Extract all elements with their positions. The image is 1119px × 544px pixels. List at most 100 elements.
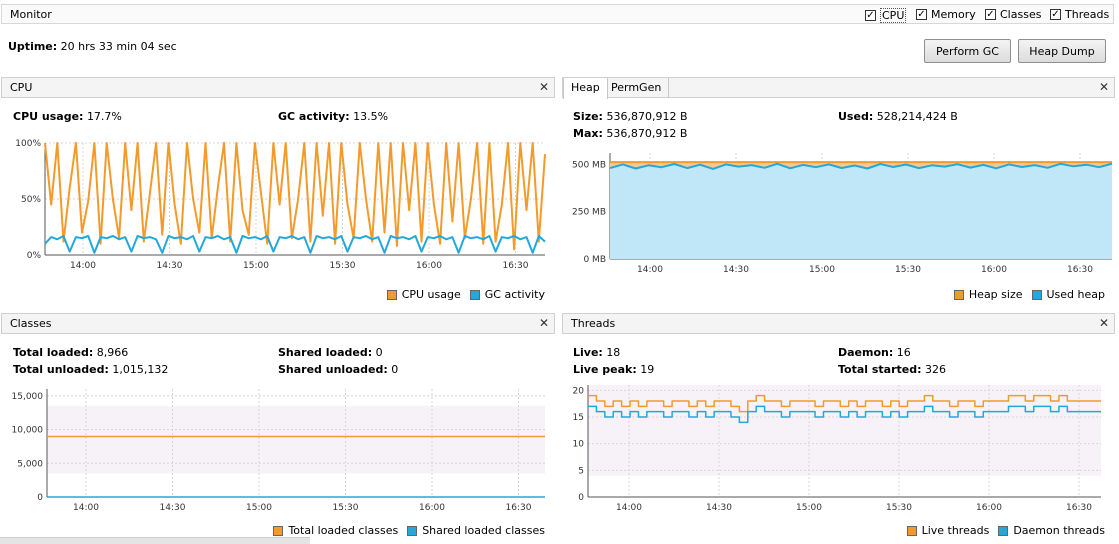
series-line-primary <box>588 394 1101 413</box>
x-tick-label: 15:30 <box>886 503 912 513</box>
total-unloaded-value: 1,015,132 <box>112 363 169 376</box>
cpu-usage-legend-label: CPU usage <box>401 288 461 301</box>
x-tick-label: 15:00 <box>809 265 835 275</box>
gc-activity-value: 13.5% <box>353 110 389 123</box>
classes-panel-title: Classes <box>10 317 52 330</box>
heap-size-stat: Size: 536,870,912 B <box>573 110 688 123</box>
heap-size-legend-label: Heap size <box>968 288 1023 301</box>
x-tick-label: 14:30 <box>160 503 186 513</box>
heap-used-stat: Used: 528,214,424 B <box>838 110 958 123</box>
close-icon[interactable]: ✕ <box>538 80 549 94</box>
memory-checkbox-label: Memory <box>931 8 976 21</box>
gc-activity-stat: GC activity: 13.5% <box>278 110 388 123</box>
used-heap-legend-label: Used heap <box>1046 288 1106 301</box>
y-tick-label: 5,000 <box>17 459 43 469</box>
series-line-secondary <box>44 235 546 254</box>
x-tick-label: 15:00 <box>246 503 272 513</box>
y-tick-label: 5 <box>578 466 584 476</box>
classes-chart: 15,000 10,000 5,000 0 14:00 14:30 15:00 15:30 16… <box>12 389 545 513</box>
cpu-legend: CPU usage GC activity <box>386 288 545 301</box>
shared-unloaded-value: 0 <box>391 363 399 376</box>
shared-unloaded-label: Shared unloaded: <box>278 363 388 376</box>
classes-checkbox-label: Classes <box>1000 8 1042 21</box>
cpu-usage-value: 17.7% <box>86 110 122 123</box>
horizontal-scrollbar[interactable] <box>0 537 310 544</box>
heap-size-label: Size: <box>573 110 603 123</box>
heap-max-stat: Max: 536,870,912 B <box>573 127 687 140</box>
x-tick-label: 14:00 <box>616 503 642 513</box>
heap-max-value: 536,870,912 B <box>606 127 688 140</box>
heap-max-label: Max: <box>573 127 603 140</box>
uptime-label: Uptime: <box>8 40 58 53</box>
heap-dump-button[interactable]: Heap Dump <box>1018 39 1106 63</box>
live-value: 18 <box>606 346 621 359</box>
heap-used-value: 528,214,424 B <box>876 110 958 123</box>
plot-band <box>47 405 545 474</box>
shared-loaded-legend-label: Shared loaded classes <box>422 524 545 537</box>
cpu-panel-title: CPU <box>10 81 33 94</box>
live-threads-swatch <box>906 525 917 536</box>
y-tick-label: 20 <box>573 386 585 396</box>
checkbox-checked-icon: ✓ <box>985 9 996 20</box>
threads-chart: 20 15 10 5 0 14:00 14:30 15:00 15:30 16:00 16:30 <box>573 385 1101 513</box>
x-tick-label: 15:30 <box>895 265 921 275</box>
close-icon[interactable]: ✕ <box>1098 80 1109 94</box>
cpu-panel: CPU ✕ CPU usage: 17.7% GC activity: 13.5… <box>1 77 555 305</box>
classes-panel: Classes ✕ Total loaded: 8,966 Total unlo… <box>1 313 555 538</box>
x-tick-label: 16:00 <box>976 503 1002 513</box>
used-heap-swatch <box>1031 289 1042 300</box>
classes-checkbox[interactable]: ✓ Classes <box>985 8 1041 21</box>
used-heap-area <box>610 163 1112 259</box>
y-tick-label: 0 MB <box>583 255 606 265</box>
threads-checkbox[interactable]: ✓ Threads <box>1050 8 1109 21</box>
memory-checkbox[interactable]: ✓ Memory <box>916 8 976 21</box>
total-started-stat: Total started: 326 <box>838 363 946 376</box>
total-started-label: Total started: <box>838 363 922 376</box>
y-tick-label: 50% <box>21 195 41 205</box>
checkbox-checked-icon: ✓ <box>865 10 876 21</box>
perform-gc-button[interactable]: Perform GC <box>924 39 1011 63</box>
monitor-header: Monitor ✓ CPU ✓ Memory ✓ Classes ✓ Threa… <box>1 4 1114 24</box>
live-peak-label: Live peak: <box>573 363 637 376</box>
total-started-value: 326 <box>925 363 947 376</box>
total-loaded-label: Total loaded: <box>13 346 94 359</box>
y-tick-label: 10,000 <box>12 426 44 436</box>
total-loaded-swatch <box>273 525 284 536</box>
heap-size-value: 536,870,912 B <box>606 110 688 123</box>
checkbox-checked-icon: ✓ <box>1050 9 1061 20</box>
x-tick-label: 16:00 <box>981 265 1007 275</box>
x-tick-label: 14:00 <box>637 265 663 275</box>
heap-used-label: Used: <box>838 110 874 123</box>
series-line-secondary <box>588 405 1101 424</box>
threads-legend: Live threads Daemon threads <box>906 524 1105 537</box>
close-icon[interactable]: ✕ <box>1098 316 1109 330</box>
x-tick-label: 16:30 <box>506 503 532 513</box>
live-peak-stat: Live peak: 19 <box>573 363 654 376</box>
gc-activity-legend-label: GC activity <box>484 288 545 301</box>
plot-band <box>588 385 1101 476</box>
threads-panel-header: Threads ✕ <box>562 313 1115 334</box>
total-loaded-legend-label: Total loaded classes <box>288 524 399 537</box>
y-tick-label: 500 MB <box>572 160 606 170</box>
x-tick-label: 16:00 <box>419 503 445 513</box>
gc-activity-swatch <box>469 289 480 300</box>
shared-unloaded-stat: Shared unloaded: 0 <box>278 363 398 376</box>
heap-size-swatch <box>953 289 964 300</box>
daemon-stat: Daemon: 16 <box>838 346 911 359</box>
shared-loaded-swatch <box>407 525 418 536</box>
y-tick-label: 100% <box>15 139 41 149</box>
tab-permgen[interactable]: PermGen <box>604 78 670 98</box>
threads-panel: Threads ✕ Live: 18 Live peak: 19 Daemon:… <box>562 313 1115 538</box>
shared-loaded-stat: Shared loaded: 0 <box>278 346 383 359</box>
cpu-usage-swatch <box>386 289 397 300</box>
x-tick-label: 14:00 <box>73 503 99 513</box>
cpu-checkbox-label: CPU <box>880 8 907 23</box>
series-line-primary <box>44 142 546 251</box>
cpu-checkbox[interactable]: ✓ CPU <box>865 8 907 23</box>
tab-heap[interactable]: Heap <box>563 78 608 99</box>
daemon-threads-legend-label: Daemon threads <box>1013 524 1105 537</box>
close-icon[interactable]: ✕ <box>538 316 549 330</box>
daemon-label: Daemon: <box>838 346 894 359</box>
total-unloaded-stat: Total unloaded: 1,015,132 <box>13 363 168 376</box>
x-tick-label: 16:00 <box>416 261 442 271</box>
